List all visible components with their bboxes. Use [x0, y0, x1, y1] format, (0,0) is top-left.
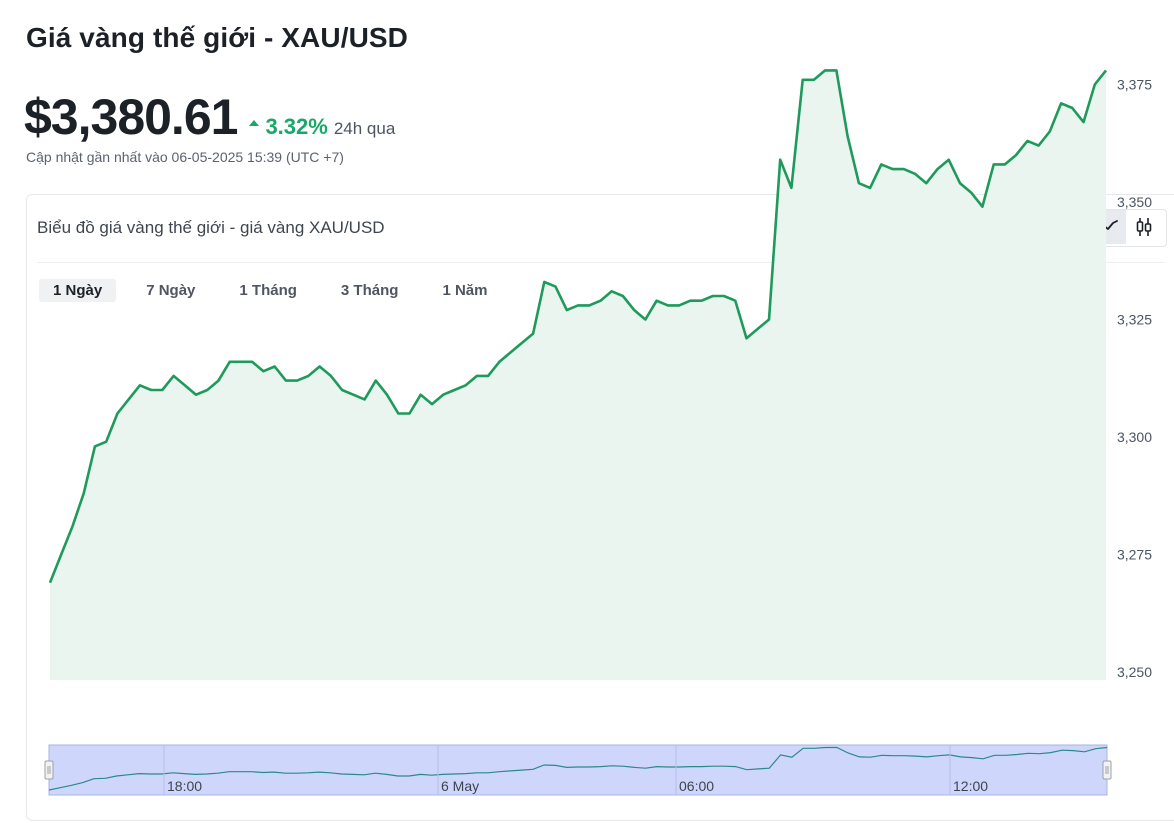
navigator-x-label: 18:00	[167, 778, 202, 794]
navigator-handle-left[interactable]	[44, 760, 54, 780]
price-area	[50, 70, 1106, 680]
range-tabs: 1 Ngày 7 Ngày 1 Tháng 3 Tháng 1 Năm	[39, 279, 517, 302]
candlestick-button[interactable]	[1126, 210, 1162, 244]
change-period: 24h qua	[333, 119, 396, 138]
last-updated: Cập nhật gần nhất vào 06-05-2025 15:39 (…	[26, 149, 344, 165]
up-arrow-icon	[249, 120, 260, 126]
tab-1-month[interactable]: 1 Tháng	[239, 282, 297, 299]
tab-1-day[interactable]: 1 Ngày	[39, 279, 117, 302]
y-tick-label: 3,275	[1117, 547, 1152, 563]
change-percent: 3.32%	[265, 114, 328, 139]
navigator-line	[48, 746, 1108, 791]
tab-7-days[interactable]: 7 Ngày	[146, 282, 196, 299]
navigator-window[interactable]	[48, 744, 1108, 796]
y-tick-label: 3,300	[1117, 429, 1152, 445]
page-title: Giá vàng thế giới - XAU/USD	[26, 22, 408, 53]
card-divider	[37, 262, 1165, 263]
current-price: $3,380.61	[24, 89, 238, 145]
navigator-x-label: 12:00	[953, 778, 988, 794]
price-row: $3,380.61 3.32% 24h qua	[24, 88, 395, 146]
tab-1-year[interactable]: 1 Năm	[442, 282, 488, 299]
y-tick-label: 3,325	[1117, 312, 1152, 328]
navigator-handle-right[interactable]	[1102, 760, 1112, 780]
price-line	[48, 69, 1108, 584]
y-tick-label: 3,350	[1117, 194, 1152, 210]
navigator-x-label: 06:00	[679, 778, 714, 794]
navigator-x-label: 6 May	[441, 778, 479, 794]
chart-card-title: Biểu đồ giá vàng thế giới - giá vàng XAU…	[37, 218, 385, 237]
candlestick-icon	[1136, 218, 1152, 236]
y-tick-label: 3,375	[1117, 77, 1152, 93]
y-tick-label: 3,250	[1117, 664, 1152, 680]
tab-3-months[interactable]: 3 Tháng	[340, 282, 399, 299]
